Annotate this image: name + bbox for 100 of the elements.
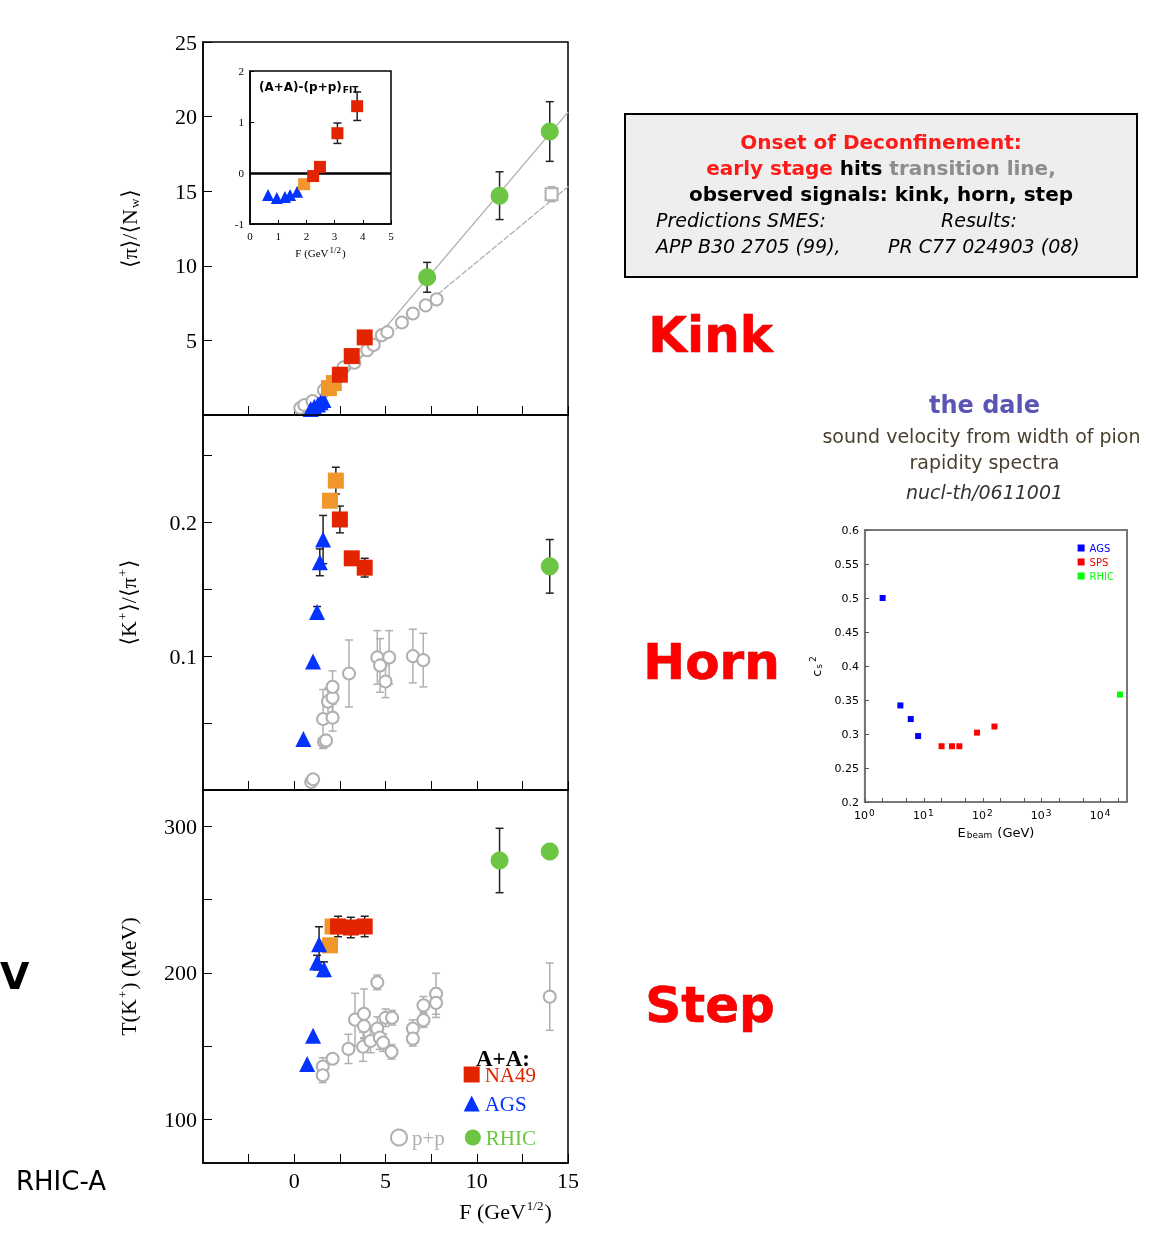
- text: Onset of Deconfinement:: [739, 129, 1023, 155]
- point: [542, 989, 557, 1004]
- point: [315, 1068, 330, 1083]
- point: [291, 185, 304, 198]
- y-tick-label: 15: [175, 178, 197, 204]
- point: [405, 306, 420, 321]
- point: [331, 366, 348, 383]
- point: [382, 650, 397, 665]
- text: (A+A)-(p+p)FIT: [259, 80, 360, 95]
- text: early stage: [706, 156, 833, 180]
- point: [418, 298, 433, 313]
- text: nucl-th/0611001: [905, 480, 1064, 503]
- point: [343, 550, 360, 567]
- point: [342, 666, 356, 681]
- point: [311, 554, 328, 571]
- point: [540, 557, 559, 576]
- point: [394, 315, 409, 330]
- legend-label: AGS: [1089, 542, 1111, 554]
- point: [429, 995, 444, 1010]
- x-tick-label: 1: [275, 229, 281, 242]
- point: [540, 122, 559, 141]
- y-tick-label: 0.4: [841, 659, 859, 673]
- point: [315, 531, 332, 548]
- point: [418, 268, 437, 287]
- text: V: [0, 954, 30, 998]
- chart-title: the dale: [928, 391, 1041, 419]
- y-tick-label: 0: [238, 167, 245, 179]
- y-tick-label: 25: [175, 29, 197, 55]
- text: hits: [839, 156, 883, 180]
- point: [373, 658, 388, 673]
- y-tick-label: 0.5: [841, 591, 859, 605]
- point: [327, 472, 344, 489]
- legend-label: RHIC: [485, 1125, 537, 1150]
- y-tick-label: 0.6: [841, 523, 859, 537]
- y-tick-label: 100: [164, 1106, 197, 1132]
- point: [325, 710, 340, 725]
- y-axis-title: ⟨K+⟩/⟨π+⟩: [115, 559, 141, 646]
- point: [311, 936, 328, 953]
- point: [331, 511, 348, 528]
- y-axis-title: T(K+) (MeV): [115, 917, 141, 1036]
- point: [405, 1031, 420, 1046]
- x-tick-label: 2: [303, 229, 310, 242]
- y-tick-label: 0.35: [834, 693, 859, 707]
- point: [416, 653, 431, 668]
- text: Horn: [643, 633, 780, 692]
- point: [378, 674, 393, 689]
- y-tick-label: 10: [175, 253, 197, 279]
- chart-subtitle: sound velocity from width of pion rapidity spectra: [822, 425, 1147, 473]
- legend-label: RHIC: [1089, 570, 1115, 582]
- point: [270, 191, 283, 204]
- point: [429, 292, 444, 307]
- point: [262, 188, 275, 201]
- point: [356, 329, 373, 346]
- point: [341, 1041, 356, 1056]
- x-tick-label: 0: [288, 1167, 300, 1193]
- x-tick-label: 3: [331, 229, 338, 242]
- point: [309, 603, 326, 620]
- y-tick-label: 0.25: [834, 761, 859, 775]
- text: Step: [645, 976, 775, 1035]
- point: [322, 937, 339, 954]
- point: [313, 160, 326, 173]
- y-tick-label: 0.2: [841, 795, 859, 809]
- text: PR C77 024903 (08): [888, 234, 1080, 259]
- text: RHIC-A: [16, 1166, 107, 1196]
- y-tick-label: 0.1: [169, 643, 197, 669]
- point: [351, 100, 364, 113]
- y-tick-label: 300: [164, 814, 197, 840]
- y-tick-label: -1: [234, 218, 244, 230]
- point: [322, 492, 339, 509]
- text: observed signals: kink, horn, step: [687, 181, 1074, 207]
- y-tick-label: 5: [186, 327, 197, 353]
- y-tick-label: 0.2: [169, 509, 197, 535]
- text: APP B30 2705 (99),: [656, 234, 842, 259]
- point: [298, 178, 311, 191]
- x-tick-label: 0: [247, 229, 254, 242]
- point: [356, 1019, 371, 1034]
- legend-label: AGS: [484, 1091, 527, 1116]
- legend-label: p+p: [411, 1125, 445, 1150]
- x-tick-label: 5: [380, 1167, 391, 1193]
- point: [305, 653, 322, 670]
- x-tick-label: 10: [465, 1167, 488, 1193]
- y-tick-label: 200: [164, 960, 197, 986]
- y-tick-label: 20: [175, 104, 197, 130]
- point: [305, 1027, 322, 1044]
- y-tick-label: 0.3: [841, 727, 859, 741]
- x-tick-label: 15: [557, 1167, 579, 1193]
- point: [325, 1051, 340, 1066]
- text: Predictions SMES:: [656, 208, 827, 233]
- point: [490, 851, 509, 870]
- point: [490, 186, 509, 205]
- point: [295, 731, 312, 748]
- text: Results:: [941, 208, 1017, 233]
- y-tick-label: 0.55: [834, 557, 859, 571]
- point: [331, 127, 344, 140]
- y-axis-title: cs2: [807, 656, 824, 677]
- point: [343, 348, 360, 365]
- y-axis-title: ⟨π⟩/⟨Nw⟩: [117, 189, 142, 268]
- point: [540, 842, 559, 861]
- x-tick-label: 5: [388, 229, 395, 242]
- point: [380, 325, 395, 340]
